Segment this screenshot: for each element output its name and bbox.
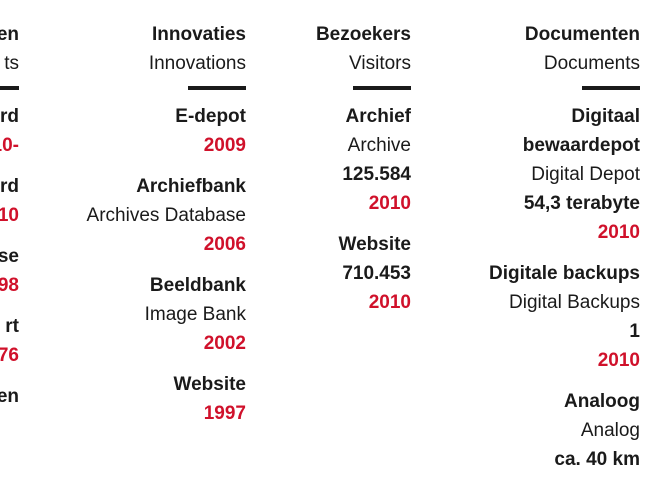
item-year: 2010 bbox=[368, 193, 411, 214]
item-value: ca. 40 km bbox=[554, 449, 640, 470]
item-year: 10 bbox=[0, 205, 19, 226]
stat-item-e-depot: E-depot 2009 bbox=[0, 102, 246, 160]
stat-item-archiefbank: Archiefbank Archives Database 2006 bbox=[0, 172, 246, 259]
stat-item: se 98 bbox=[0, 242, 19, 300]
column-heading: en ts bbox=[0, 20, 19, 78]
item-label-dutch: Beeldbank bbox=[149, 275, 246, 296]
item-label-dutch: E-depot bbox=[175, 106, 246, 127]
item-label-dutch: rd bbox=[0, 176, 19, 197]
item-year: 2010 bbox=[368, 292, 411, 313]
heading-dutch: Bezoekers bbox=[315, 24, 411, 45]
item-year: 2009 bbox=[203, 135, 246, 156]
column-heading: Innovaties Innovations bbox=[0, 20, 246, 78]
item-label-dutch: Website bbox=[173, 374, 246, 395]
heading-dutch: Documenten bbox=[524, 24, 640, 45]
heading-rule bbox=[0, 86, 19, 90]
item-label-dutch: rd bbox=[0, 106, 19, 127]
heading-rule bbox=[582, 86, 640, 90]
item-label-dutch: Digitale backups bbox=[489, 263, 640, 284]
item-label-dutch: se bbox=[0, 246, 19, 267]
column-partial: en ts rd 10- rd 10 se 98 rt 76 en bbox=[0, 20, 19, 423]
heading-rule bbox=[188, 86, 246, 90]
stat-item: rt 76 bbox=[0, 312, 19, 370]
item-label-dutch: Archiefbank bbox=[136, 176, 246, 197]
item-label-english: Archives Database bbox=[86, 205, 246, 226]
stat-item-archief: Archief Archive 125.584 2010 bbox=[261, 102, 411, 218]
item-year: 2006 bbox=[203, 234, 246, 255]
item-label-dutch: Analoog bbox=[564, 391, 640, 412]
item-label-dutch: Archief bbox=[345, 106, 411, 127]
stat-item-beeldbank: Beeldbank Image Bank 2002 bbox=[0, 271, 246, 358]
item-year: 2002 bbox=[203, 333, 246, 354]
heading-rule bbox=[353, 86, 411, 90]
column-heading: Documenten Documents bbox=[440, 20, 640, 78]
heading-english: Documents bbox=[543, 53, 640, 74]
column-bezoekers: Bezoekers Visitors Archief Archive 125.5… bbox=[261, 20, 411, 329]
item-value: 1 bbox=[629, 321, 640, 342]
heading-english: Visitors bbox=[349, 53, 411, 74]
item-label-dutch: Website bbox=[338, 234, 411, 255]
stat-item-digitale-backups: Digitale backups Digital Backups 1 2010 bbox=[440, 259, 640, 375]
stat-item: en bbox=[0, 382, 19, 411]
item-year: 76 bbox=[0, 345, 19, 366]
heading-english: Innovations bbox=[148, 53, 246, 74]
item-label-english: Image Bank bbox=[144, 304, 246, 325]
item-label-dutch-2: bewaardepot bbox=[522, 135, 640, 156]
stat-item-website: Website 710.453 2010 bbox=[261, 230, 411, 317]
heading-english: ts bbox=[4, 53, 19, 74]
item-year: 2010 bbox=[597, 350, 640, 371]
item-year: 98 bbox=[0, 275, 19, 296]
item-label-english: Digital Backups bbox=[509, 292, 640, 313]
stat-item-digitaal-bewaardepot: Digitaal bewaardepot Digital Depot 54,3 … bbox=[440, 102, 640, 247]
heading-dutch: en bbox=[0, 24, 19, 45]
item-label-dutch: Digitaal bbox=[571, 106, 640, 127]
item-year: 2010 bbox=[597, 222, 640, 243]
item-label-english: Archive bbox=[347, 135, 411, 156]
item-value: 710.453 bbox=[342, 263, 411, 284]
stat-item-analoog: Analoog Analog ca. 40 km bbox=[440, 387, 640, 474]
column-documenten: Documenten Documents Digitaal bewaardepo… bbox=[440, 20, 640, 486]
item-label-dutch: rt bbox=[5, 316, 19, 337]
item-year: 10- bbox=[0, 135, 19, 156]
item-value: 54,3 terabyte bbox=[523, 193, 640, 214]
stat-item-website: Website 1997 bbox=[0, 370, 246, 428]
item-label-english: Digital Depot bbox=[531, 164, 640, 185]
item-year: 1997 bbox=[203, 403, 246, 424]
stat-item: rd 10 bbox=[0, 172, 19, 230]
column-innovaties: Innovaties Innovations E-depot 2009 Arch… bbox=[0, 20, 246, 440]
heading-dutch: Innovaties bbox=[152, 24, 246, 45]
item-label-english: Analog bbox=[580, 420, 640, 441]
item-value: 125.584 bbox=[342, 164, 411, 185]
stat-item: rd 10- bbox=[0, 102, 19, 160]
column-heading: Bezoekers Visitors bbox=[261, 20, 411, 78]
item-label-dutch: en bbox=[0, 386, 19, 407]
